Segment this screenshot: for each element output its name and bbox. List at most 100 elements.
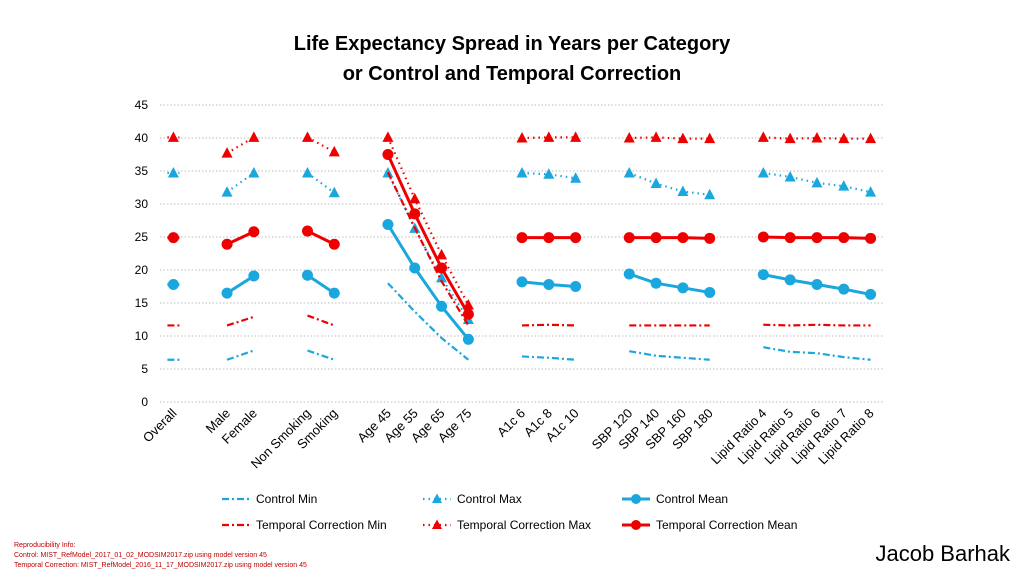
y-tick-label-20: 20 — [135, 263, 149, 277]
series-temporal-correction-mean — [167, 149, 877, 320]
y-tick-label-35: 35 — [135, 164, 149, 178]
legend-label-control-min: Control Min — [256, 492, 317, 506]
temporal-correction-max-line-segment — [386, 136, 470, 306]
temporal-correction-max-point-sbp-140 — [650, 131, 662, 142]
y-tick-label-0: 0 — [141, 395, 148, 409]
temporal-correction-max-line-segment — [521, 136, 576, 140]
y-tick-label-10: 10 — [135, 329, 149, 343]
legend-label-temporal-correction-max: Temporal Correction Max — [457, 518, 591, 532]
control-mean-point-overall — [167, 279, 179, 291]
temporal-correction-mean-line-segment — [629, 236, 710, 240]
legend-label-temporal-correction-min: Temporal Correction Min — [256, 518, 387, 532]
legend-item-temporal-correction-max: Temporal Correction Max — [423, 518, 591, 532]
chart-title-line-2: or Control and Temporal Correction — [343, 63, 682, 85]
temporal-correction-mean-point-sbp-180 — [704, 232, 716, 244]
temporal-correction-min-line-segment — [763, 323, 871, 327]
series-control-mean — [167, 218, 877, 345]
temporal-correction-max-line-segment — [763, 136, 871, 140]
control-mean-point-a1c-10 — [570, 281, 582, 292]
control-min-line-segment — [226, 349, 255, 361]
temporal-correction-mean-point-a1c-6 — [516, 232, 528, 244]
control-mean-point-non-smoking — [301, 269, 313, 281]
temporal-correction-min-line-segment — [226, 315, 255, 327]
legend-label-control-mean: Control Mean — [656, 492, 728, 506]
control-max-point-sbp-160 — [677, 185, 689, 196]
temporal-correction-max-point-lipid-ratio-8 — [865, 132, 877, 144]
legend-marker-control-max — [432, 493, 442, 503]
temporal-correction-mean-point-sbp-160 — [677, 232, 689, 244]
temporal-correction-max-line-segment — [629, 136, 710, 140]
control-max-point-sbp-140 — [650, 177, 662, 189]
legend-item-temporal-correction-min: Temporal Correction Min — [222, 518, 387, 532]
legend-marker-temporal-correction-mean — [631, 520, 641, 530]
control-max-point-smoking — [328, 186, 340, 198]
control-max-point-lipid-ratio-5 — [784, 170, 796, 182]
series-control-min — [167, 282, 871, 361]
temporal-correction-mean-point-smoking — [328, 238, 340, 250]
y-tick-label-45: 45 — [135, 98, 149, 112]
control-min-line-segment — [387, 282, 470, 361]
series-temporal-correction-min — [167, 171, 871, 327]
temporal-correction-mean-point-non-smoking — [301, 225, 313, 237]
control-max-point-non-smoking — [301, 166, 313, 178]
control-max-line-segment — [521, 171, 576, 180]
control-max-line-segment — [628, 171, 710, 196]
series-lines — [167, 131, 877, 361]
temporal-correction-mean-point-lipid-ratio-6 — [811, 232, 823, 244]
control-mean-point-lipid-ratio-7 — [838, 283, 850, 295]
temporal-correction-mean-point-overall — [167, 232, 179, 244]
temporal-correction-mean-point-lipid-ratio-4 — [757, 231, 769, 243]
temporal-correction-max-point-lipid-ratio-6 — [811, 132, 823, 143]
control-max-point-overall — [167, 166, 179, 178]
legend-item-temporal-correction-mean: Temporal Correction Mean — [622, 518, 797, 532]
x-tick-label-overall: Overall — [140, 405, 180, 445]
control-max-point-sbp-120 — [623, 166, 635, 178]
control-mean-point-age-55 — [409, 262, 421, 274]
temporal-correction-max-point-male — [221, 147, 233, 158]
control-max-point-lipid-ratio-6 — [811, 176, 823, 188]
temporal-correction-mean-point-lipid-ratio-7 — [838, 232, 850, 244]
legend: Control Min Control Max Control Mean Tempor… — [222, 492, 797, 532]
legend-item-control-mean: Control Mean — [622, 492, 728, 506]
legend-marker-temporal-correction-max — [432, 519, 442, 529]
series-control-max — [167, 166, 877, 324]
control-max-point-age-65 — [436, 271, 448, 283]
control-mean-point-lipid-ratio-6 — [811, 279, 823, 291]
temporal-correction-mean-point-sbp-140 — [650, 232, 662, 244]
temporal-correction-max-point-female — [248, 131, 260, 142]
temporal-correction-max-point-a1c-6 — [516, 132, 528, 143]
reproducibility-heading: Reproducibility Info: — [14, 542, 76, 549]
temporal-correction-max-point-lipid-ratio-4 — [757, 131, 769, 142]
temporal-correction-mean-line-segment — [386, 153, 470, 315]
temporal-correction-mean-point-male — [221, 238, 233, 250]
temporal-correction-max-point-a1c-10 — [570, 131, 582, 142]
temporal-correction-max-point-sbp-160 — [677, 132, 689, 144]
temporal-correction-mean-point-female — [248, 226, 260, 238]
control-mean-point-smoking — [328, 287, 340, 299]
control-max-point-a1c-8 — [543, 168, 555, 179]
control-mean-point-male — [221, 287, 233, 299]
temporal-correction-min-line-segment — [386, 171, 470, 327]
control-max-point-lipid-ratio-8 — [865, 186, 877, 197]
series-temporal-correction-max — [167, 131, 877, 310]
reproducibility-temporal: Temporal Correction: MIST_RefModel_2016_… — [14, 562, 307, 569]
control-mean-point-lipid-ratio-8 — [865, 288, 877, 300]
legend-label-temporal-correction-mean: Temporal Correction Mean — [656, 518, 797, 532]
control-max-point-sbp-180 — [704, 188, 716, 200]
temporal-correction-max-point-smoking — [328, 145, 340, 157]
legend-label-control-max: Control Max — [457, 492, 522, 506]
temporal-correction-max-point-age-55 — [409, 192, 421, 204]
control-mean-line-segment — [386, 223, 470, 341]
temporal-correction-max-point-age-65 — [436, 248, 448, 260]
control-mean-point-sbp-120 — [623, 268, 635, 280]
control-mean-point-sbp-180 — [704, 286, 716, 298]
control-max-point-lipid-ratio-4 — [757, 166, 769, 178]
temporal-correction-max-point-non-smoking — [301, 131, 313, 142]
temporal-correction-mean-point-age-45 — [382, 149, 394, 160]
legend-marker-control-mean — [631, 494, 641, 504]
control-max-point-female — [248, 166, 260, 178]
control-max-point-lipid-ratio-7 — [838, 180, 850, 191]
control-mean-point-lipid-ratio-5 — [784, 274, 796, 286]
control-mean-point-age-45 — [382, 218, 394, 230]
